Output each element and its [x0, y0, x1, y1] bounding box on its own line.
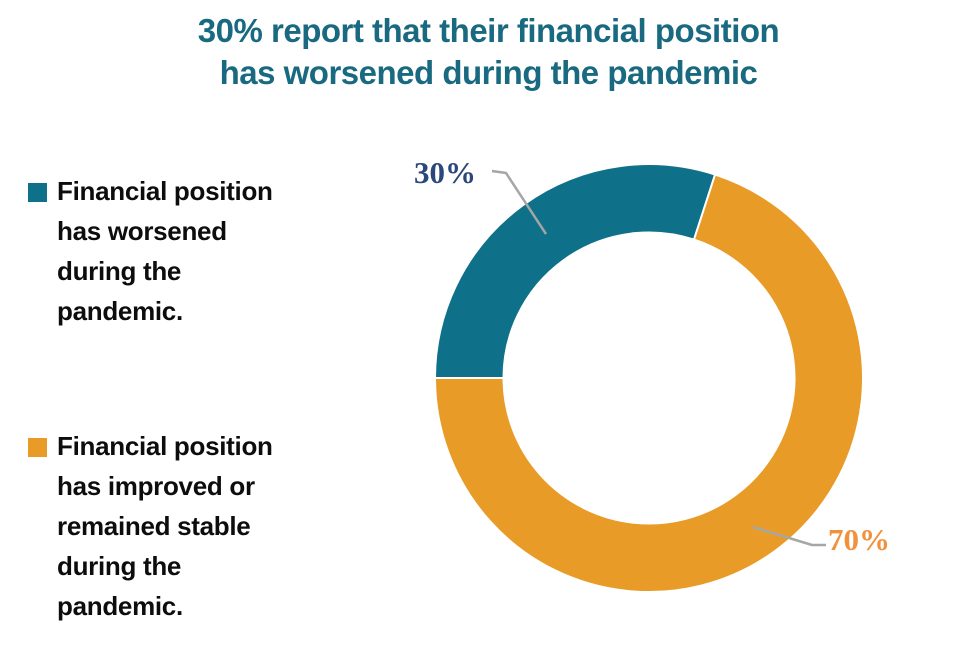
- legend-label-line: has worsened: [57, 216, 227, 246]
- data-label-70-percent: 70%: [828, 522, 890, 557]
- legend-item-worsened: Financial position has worsened during t…: [28, 171, 273, 331]
- legend-label-line: pandemic.: [57, 296, 183, 326]
- legend-label-line: during the: [57, 551, 182, 581]
- donut-slice-30%: [433, 163, 717, 379]
- legend-swatch-teal: [28, 183, 47, 202]
- chart-title: 30% report that their financial position…: [0, 10, 977, 94]
- legend-label-line: pandemic.: [57, 591, 183, 621]
- legend-label-line: remained stable: [57, 511, 251, 541]
- legend-label-worsened: Financial position has worsened during t…: [57, 171, 273, 331]
- chart-title-line-1: 30% report that their financial position: [197, 12, 780, 49]
- chart-title-line-2: has worsened during the pandemic: [219, 54, 758, 91]
- legend-label-line: during the: [57, 256, 182, 286]
- legend-swatch-orange: [28, 438, 47, 457]
- leader-line-70%: [752, 525, 826, 547]
- legend-label-improved: Financial position has improved or remai…: [57, 426, 273, 626]
- legend-label-line: Financial position: [57, 431, 273, 461]
- legend-label-line: Financial position: [57, 176, 273, 206]
- leader-line-30%: [491, 169, 548, 235]
- legend-item-improved: Financial position has improved or remai…: [28, 426, 273, 626]
- donut-slice-70%: [433, 173, 864, 594]
- legend-label-line: has improved or: [57, 471, 255, 501]
- data-label-30-percent: 30%: [414, 155, 476, 190]
